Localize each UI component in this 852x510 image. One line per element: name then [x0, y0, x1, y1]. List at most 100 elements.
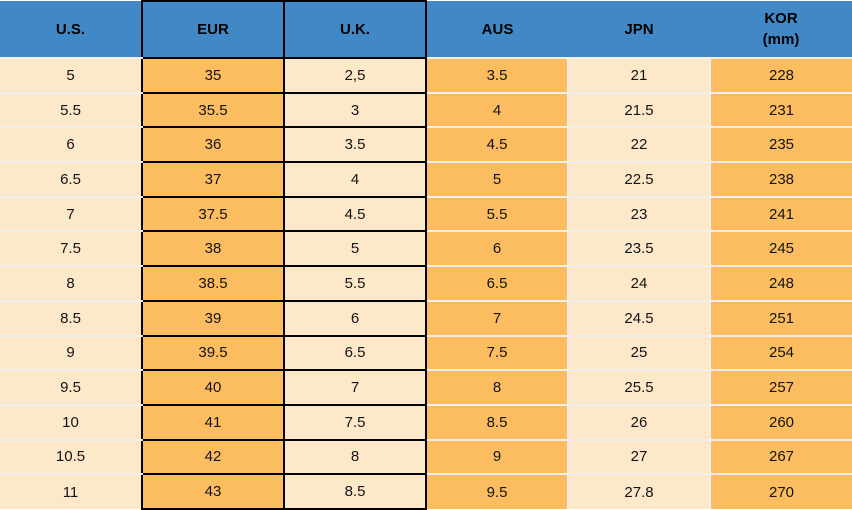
table-row: 5.5 35.5 3 4 21.5 231	[0, 91, 852, 129]
cell-jpn: 23	[567, 196, 710, 233]
cell-jpn: 23.5	[567, 231, 710, 268]
table-row: 10.5 42 8 9 27 267	[0, 438, 852, 476]
cell-eur: 42	[141, 438, 285, 476]
cell-uk: 8.5	[283, 473, 427, 510]
cell-aus: 4.5	[426, 127, 568, 164]
cell-jpn: 26	[567, 404, 710, 441]
cell-us: 5	[0, 58, 142, 94]
cell-uk: 6	[283, 299, 427, 337]
cell-jpn: 25	[567, 335, 710, 372]
cell-uk: 6.5	[283, 334, 427, 372]
table-row: 7 37.5 4.5 5.5 23 241	[0, 195, 852, 233]
cell-eur: 36	[141, 126, 285, 164]
cell-uk: 8	[283, 438, 427, 476]
cell-eur: 37	[141, 161, 285, 198]
cell-uk: 3	[283, 91, 427, 129]
cell-aus: 3.5	[426, 58, 568, 94]
cell-eur: 35	[141, 57, 285, 94]
cell-kor: 235	[709, 127, 852, 164]
cell-kor: 267	[709, 439, 852, 476]
cell-us: 11	[0, 474, 142, 509]
table-row: 10 41 7.5 8.5 26 260	[0, 403, 852, 441]
cell-kor: 238	[709, 162, 852, 198]
cell-kor: 245	[709, 231, 852, 268]
cell-eur: 39.5	[141, 334, 285, 372]
cell-jpn: 22.5	[567, 162, 710, 198]
table-row: 11 43 8.5 9.5 27.8 270	[0, 473, 852, 510]
cell-jpn: 27.8	[567, 474, 710, 509]
cell-jpn: 25.5	[567, 370, 710, 406]
table-row: 7.5 38 5 6 23.5 245	[0, 230, 852, 268]
cell-aus: 8	[426, 370, 568, 406]
table-row: 8.5 39 6 7 24.5 251	[0, 299, 852, 337]
table-row: 9.5 40 7 8 25.5 257	[0, 369, 852, 406]
cell-aus: 9	[426, 439, 568, 476]
cell-eur: 40	[141, 369, 285, 406]
cell-kor: 241	[709, 196, 852, 233]
cell-eur: 38	[141, 230, 285, 268]
column-header-kor: KOR (mm)	[710, 1, 852, 59]
cell-uk: 2,5	[283, 57, 427, 94]
cell-jpn: 27	[567, 439, 710, 476]
cell-jpn: 24.5	[567, 300, 710, 337]
column-header-eur: EUR	[141, 0, 285, 59]
cell-kor: 257	[709, 370, 852, 406]
cell-eur: 35.5	[141, 91, 285, 129]
cell-aus: 8.5	[426, 404, 568, 441]
cell-us: 10.5	[0, 439, 142, 476]
cell-aus: 6	[426, 231, 568, 268]
cell-us: 8.5	[0, 300, 142, 337]
cell-kor: 231	[709, 92, 852, 129]
cell-kor: 248	[709, 266, 852, 302]
cell-eur: 37.5	[141, 195, 285, 233]
table-row: 5 35 2,5 3.5 21 228	[0, 57, 852, 94]
cell-aus: 5.5	[426, 196, 568, 233]
column-header-uk: U.K.	[283, 0, 427, 59]
cell-uk: 7.5	[283, 403, 427, 441]
cell-uk: 3.5	[283, 126, 427, 164]
table-row: 6.5 37 4 5 22.5 238	[0, 161, 852, 198]
column-header-jpn: JPN	[568, 1, 710, 59]
cell-uk: 4.5	[283, 195, 427, 233]
cell-kor: 260	[709, 404, 852, 441]
cell-us: 7.5	[0, 231, 142, 268]
cell-us: 6	[0, 127, 142, 164]
cell-jpn: 21.5	[567, 92, 710, 129]
cell-aus: 9.5	[426, 474, 568, 509]
cell-us: 7	[0, 196, 142, 233]
cell-jpn: 22	[567, 127, 710, 164]
cell-jpn: 24	[567, 266, 710, 302]
cell-kor: 270	[709, 474, 852, 509]
cell-aus: 7	[426, 300, 568, 337]
cell-aus: 5	[426, 162, 568, 198]
cell-eur: 39	[141, 299, 285, 337]
cell-us: 9.5	[0, 370, 142, 406]
table-row: 9 39.5 6.5 7.5 25 254	[0, 334, 852, 372]
cell-jpn: 21	[567, 58, 710, 94]
table-body: 5 35 2,5 3.5 21 228 5.5 35.5 3 4 21.5 231 6 36 3.5 4.5 2…	[0, 57, 852, 510]
table-row: 8 38.5 5.5 6.5 24 248	[0, 265, 852, 302]
cell-kor: 228	[709, 58, 852, 94]
cell-us: 8	[0, 266, 142, 302]
column-header-kor-sublabel: (mm)	[762, 31, 800, 48]
cell-kor: 251	[709, 300, 852, 337]
cell-aus: 4	[426, 92, 568, 129]
cell-aus: 6.5	[426, 266, 568, 302]
column-header-aus: AUS	[426, 1, 568, 59]
cell-us: 6.5	[0, 162, 142, 198]
cell-eur: 38.5	[141, 265, 285, 302]
column-header-kor-label: KOR	[764, 10, 798, 27]
cell-uk: 5	[283, 230, 427, 268]
table-header: U.S. EUR U.K. AUS JPN KOR (mm)	[0, 0, 852, 59]
cell-uk: 4	[283, 161, 427, 198]
table-row: 6 36 3.5 4.5 22 235	[0, 126, 852, 164]
cell-uk: 7	[283, 369, 427, 406]
cell-us: 5.5	[0, 92, 142, 129]
cell-eur: 41	[141, 403, 285, 441]
cell-us: 10	[0, 404, 142, 441]
header-row: U.S. EUR U.K. AUS JPN KOR (mm)	[0, 0, 852, 59]
cell-kor: 254	[709, 335, 852, 372]
cell-uk: 5.5	[283, 265, 427, 302]
column-header-us: U.S.	[0, 1, 142, 59]
